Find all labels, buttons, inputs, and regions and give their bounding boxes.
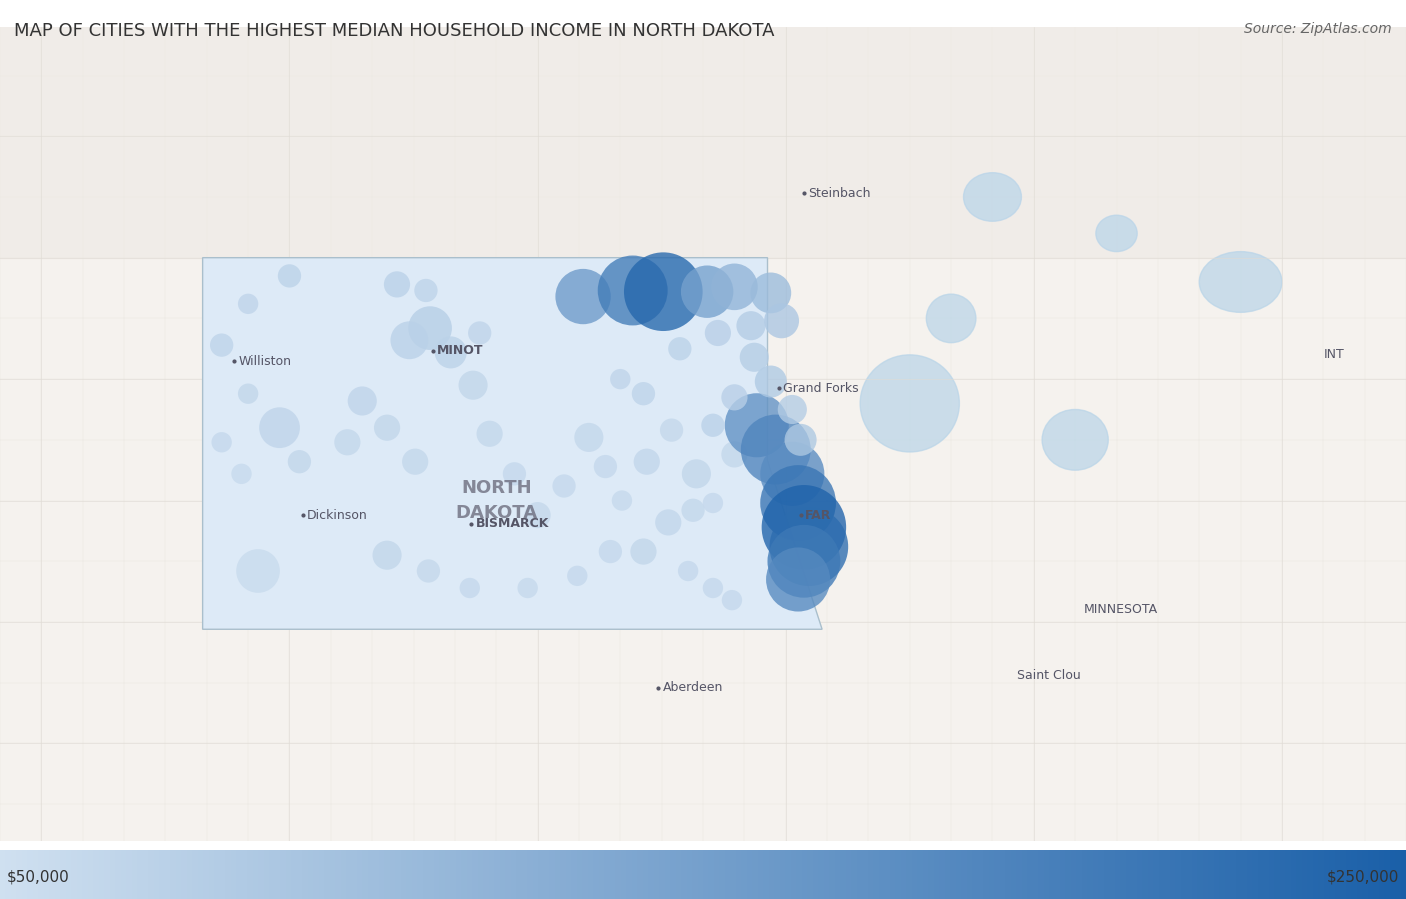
Point [516,581,538,595]
Point [696,284,718,298]
Text: Aberdeen: Aberdeen [662,681,723,694]
Point [352,394,374,408]
Point [236,297,259,311]
Text: MINOT: MINOT [437,344,484,357]
Text: Williston: Williston [238,355,291,368]
Point [652,284,675,298]
Ellipse shape [927,294,976,343]
Text: $250,000: $250,000 [1327,869,1399,884]
Point [723,447,745,461]
Point [787,573,810,587]
Point [782,402,804,416]
Point [721,593,744,608]
Point [526,508,548,522]
Polygon shape [202,258,823,629]
Point [723,390,745,405]
Point [676,564,699,578]
Point [609,372,631,387]
Point [385,277,408,291]
Point [375,548,398,563]
Ellipse shape [1042,409,1108,470]
Point [398,333,420,347]
Point [458,581,481,595]
Text: Source: ZipAtlas.com: Source: ZipAtlas.com [1244,22,1392,37]
Point [553,479,575,494]
Point [578,431,600,445]
Point [404,455,426,469]
Point [236,387,259,401]
Point [269,421,291,435]
Point [468,325,491,340]
Point [636,455,658,469]
Text: MAP OF CITIES WITH THE HIGHEST MEDIAN HOUSEHOLD INCOME IN NORTH DAKOTA: MAP OF CITIES WITH THE HIGHEST MEDIAN HO… [14,22,775,40]
Point [797,539,820,554]
Point [759,286,782,300]
Point [595,459,617,474]
Point [415,283,437,298]
Point [793,521,815,535]
Point [745,418,768,432]
Point [418,564,440,578]
Point [707,325,730,340]
Text: Saint Clou: Saint Clou [1018,669,1081,682]
Point [211,435,233,450]
Text: Dickinson: Dickinson [307,509,367,521]
Point [682,503,704,518]
Point [702,495,724,510]
Point [478,426,501,441]
Text: $50,000: $50,000 [7,869,70,884]
Text: BISMARCK: BISMARCK [475,517,548,530]
Ellipse shape [1199,252,1282,312]
Point [657,515,679,530]
Point [440,345,463,360]
Text: Steinbach: Steinbach [808,187,870,200]
Point [661,423,683,437]
Point [610,494,633,508]
Text: INT: INT [1323,348,1344,361]
Point [336,435,359,450]
Point [247,564,270,578]
Point [375,421,398,435]
Point [599,545,621,559]
Ellipse shape [1095,215,1137,252]
Point [702,418,724,432]
Point [702,581,724,595]
Point [621,283,644,298]
Text: Grand Forks: Grand Forks [783,382,859,395]
Point [742,350,765,364]
Point [787,495,810,510]
Text: NORTH
DAKOTA: NORTH DAKOTA [456,479,537,522]
Text: FAR: FAR [804,509,831,521]
Point [278,269,301,283]
Point [633,545,655,559]
Point [723,280,745,294]
Point [572,289,595,304]
Point [503,467,526,481]
Point [793,554,815,568]
Point [567,569,589,583]
Point [782,467,804,481]
Point [633,387,655,401]
Ellipse shape [963,173,1021,221]
Point [685,467,707,481]
Point [669,342,692,356]
Text: MINNESOTA: MINNESOTA [1084,603,1157,617]
Point [789,432,811,447]
Point [288,455,311,469]
Point [419,321,441,335]
Point [211,338,233,352]
Point [765,442,787,457]
Point [231,467,253,481]
Point [740,318,762,333]
Point [461,378,484,392]
Point [770,314,793,328]
Point [759,374,782,388]
Ellipse shape [860,355,959,452]
